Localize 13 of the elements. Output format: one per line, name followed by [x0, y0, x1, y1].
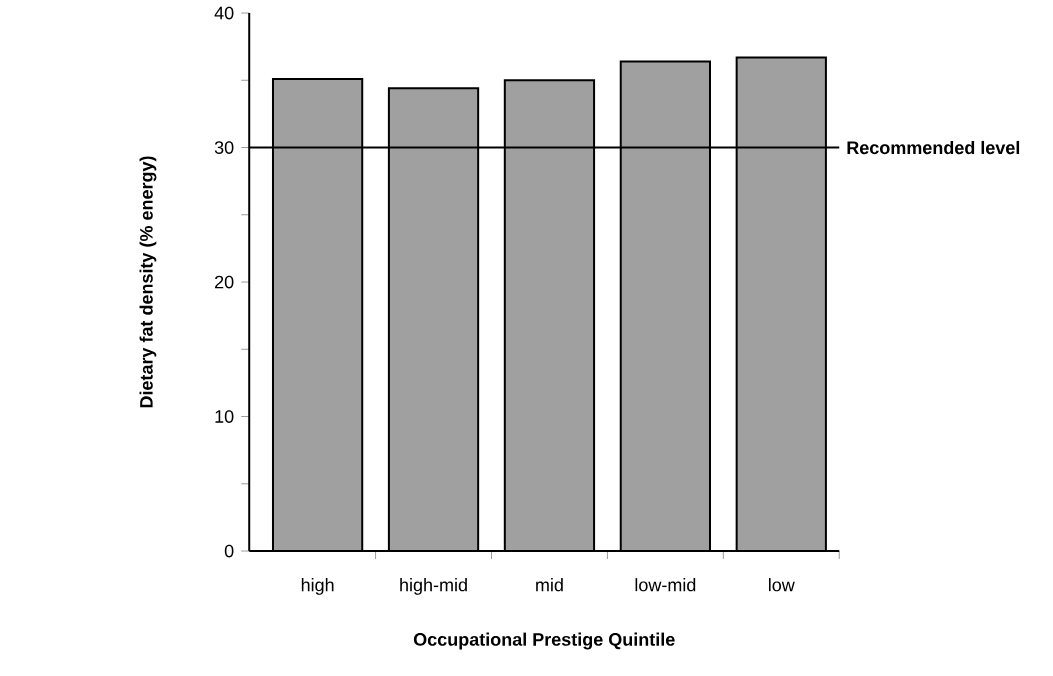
ref-line-label: Recommended level [847, 140, 1020, 155]
x-tick-label: high [301, 578, 334, 595]
y-tick-label: 20 [215, 275, 234, 289]
y-tick-label: 10 [215, 410, 234, 423]
y-tick-label: 40 [214, 6, 234, 20]
x-tick-label: high-mid [400, 578, 467, 595]
x-tick-label: mid [536, 578, 563, 592]
x-tick-label: low [769, 578, 795, 592]
x-tick-label: low-mid [635, 578, 696, 592]
x-axis-title: Occupational Prestige Quintile [413, 632, 675, 650]
y-tick-label: 0 [224, 544, 234, 558]
y-axis-title: Dietary fat density (% energy) [139, 156, 157, 408]
y-tick-label: 30 [214, 141, 234, 154]
